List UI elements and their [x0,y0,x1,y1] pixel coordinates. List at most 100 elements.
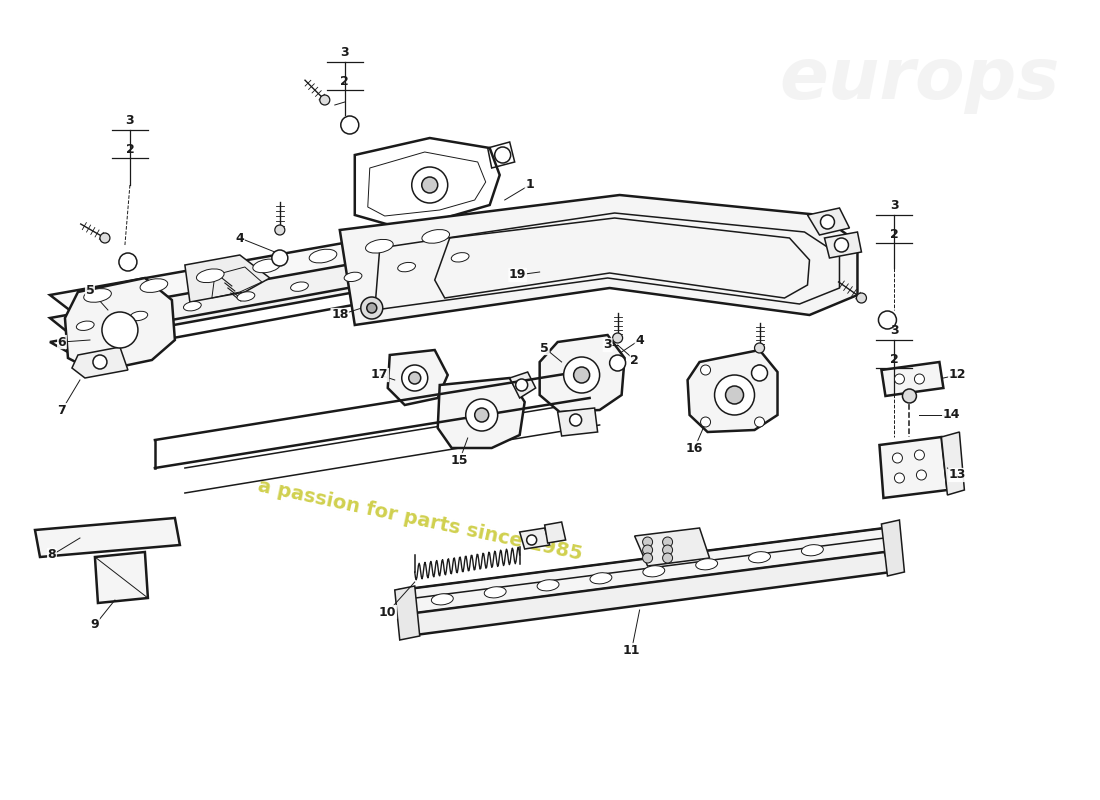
Text: 15: 15 [451,454,469,466]
Circle shape [894,374,904,384]
Polygon shape [881,362,944,396]
Polygon shape [340,195,858,325]
Circle shape [275,225,285,235]
Ellipse shape [365,239,393,253]
Circle shape [272,250,288,266]
Polygon shape [95,552,147,603]
Ellipse shape [84,289,111,302]
Ellipse shape [184,302,201,311]
Ellipse shape [431,594,453,605]
Circle shape [894,473,904,483]
Ellipse shape [642,566,664,577]
Polygon shape [519,528,550,549]
Text: 9: 9 [90,618,99,631]
Circle shape [755,365,764,375]
Text: 13: 13 [948,469,966,482]
Text: 11: 11 [623,643,640,657]
Text: 3: 3 [125,114,134,127]
Circle shape [411,167,448,203]
Circle shape [366,303,377,313]
Circle shape [642,553,652,563]
Text: 3: 3 [890,324,899,337]
Ellipse shape [344,272,362,282]
Circle shape [100,233,110,243]
Circle shape [902,389,916,403]
Text: 2: 2 [890,228,899,241]
Text: 4: 4 [235,231,244,245]
Polygon shape [635,528,710,566]
Circle shape [701,365,711,375]
Ellipse shape [398,262,416,272]
Polygon shape [807,208,849,235]
Text: 2: 2 [630,354,639,366]
Circle shape [402,365,428,391]
Ellipse shape [422,230,450,243]
Circle shape [755,417,764,427]
Polygon shape [65,278,175,372]
Polygon shape [881,520,904,576]
Circle shape [662,545,672,555]
Circle shape [570,414,582,426]
Text: 14: 14 [943,409,960,422]
Polygon shape [35,518,180,557]
Text: 18: 18 [331,309,349,322]
Circle shape [751,365,768,381]
Circle shape [914,450,924,460]
Circle shape [662,553,672,563]
Text: 17: 17 [371,369,388,382]
Text: 2: 2 [125,143,134,156]
Polygon shape [185,255,270,302]
Circle shape [835,238,848,252]
Circle shape [573,367,590,383]
Ellipse shape [484,586,506,598]
Circle shape [613,333,623,343]
Ellipse shape [451,253,469,262]
Text: 2: 2 [890,353,899,366]
Circle shape [361,297,383,319]
Circle shape [642,545,652,555]
Circle shape [821,215,835,229]
Ellipse shape [76,321,95,330]
Circle shape [563,357,600,393]
Polygon shape [880,437,947,498]
Circle shape [516,379,528,391]
Ellipse shape [802,545,823,556]
Polygon shape [942,432,965,495]
Circle shape [527,535,537,545]
Circle shape [857,293,867,303]
Circle shape [879,311,896,329]
Text: 19: 19 [509,269,527,282]
Ellipse shape [290,282,308,291]
Polygon shape [50,210,560,318]
Circle shape [495,147,510,163]
Ellipse shape [309,250,337,263]
Polygon shape [399,528,900,615]
Text: 12: 12 [948,369,966,382]
Polygon shape [395,586,420,640]
Text: europs: europs [779,46,1059,114]
Circle shape [916,470,926,480]
Polygon shape [50,232,560,342]
Polygon shape [540,335,625,412]
Text: 5: 5 [86,283,95,297]
Polygon shape [688,350,778,432]
Ellipse shape [590,573,612,584]
Text: 7: 7 [57,403,66,417]
Circle shape [119,253,136,271]
Text: 3: 3 [341,46,349,59]
Circle shape [701,417,711,427]
Text: 3: 3 [890,199,899,212]
Text: 1: 1 [526,178,534,191]
Circle shape [755,343,764,353]
Ellipse shape [253,259,280,273]
Circle shape [642,537,652,547]
Ellipse shape [197,269,224,282]
Ellipse shape [537,580,559,591]
Polygon shape [825,232,861,258]
Text: 4: 4 [635,334,643,346]
Circle shape [475,408,488,422]
Ellipse shape [749,552,770,563]
Circle shape [320,95,330,105]
Text: 3: 3 [603,338,612,351]
Circle shape [409,372,420,384]
